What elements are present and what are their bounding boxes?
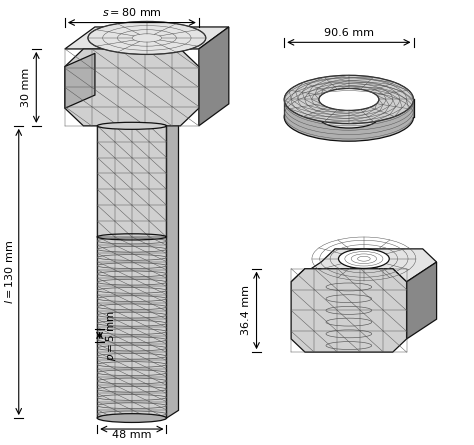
Text: 90.6 mm: 90.6 mm [324,28,374,38]
Ellipse shape [97,414,166,422]
Polygon shape [65,53,95,108]
Text: $s = 80$ mm: $s = 80$ mm [102,6,162,18]
Text: $l = 130$ mm: $l = 130$ mm [2,240,15,304]
Polygon shape [319,100,379,117]
Polygon shape [199,27,229,126]
Ellipse shape [319,89,379,110]
Text: 30 mm: 30 mm [21,68,31,107]
Text: 36.4 mm: 36.4 mm [241,285,251,336]
Polygon shape [407,262,437,339]
Text: 48 mm: 48 mm [112,430,152,440]
Ellipse shape [284,93,413,141]
Text: $p = 5$ mm: $p = 5$ mm [104,310,118,361]
Ellipse shape [338,249,389,268]
Ellipse shape [284,75,413,124]
Ellipse shape [319,106,379,128]
Polygon shape [65,27,229,49]
Bar [97,126,166,418]
Polygon shape [65,49,199,126]
Polygon shape [291,269,407,352]
Polygon shape [166,118,179,418]
Polygon shape [291,249,437,282]
Ellipse shape [97,122,166,129]
Ellipse shape [88,21,206,54]
Polygon shape [284,100,413,117]
